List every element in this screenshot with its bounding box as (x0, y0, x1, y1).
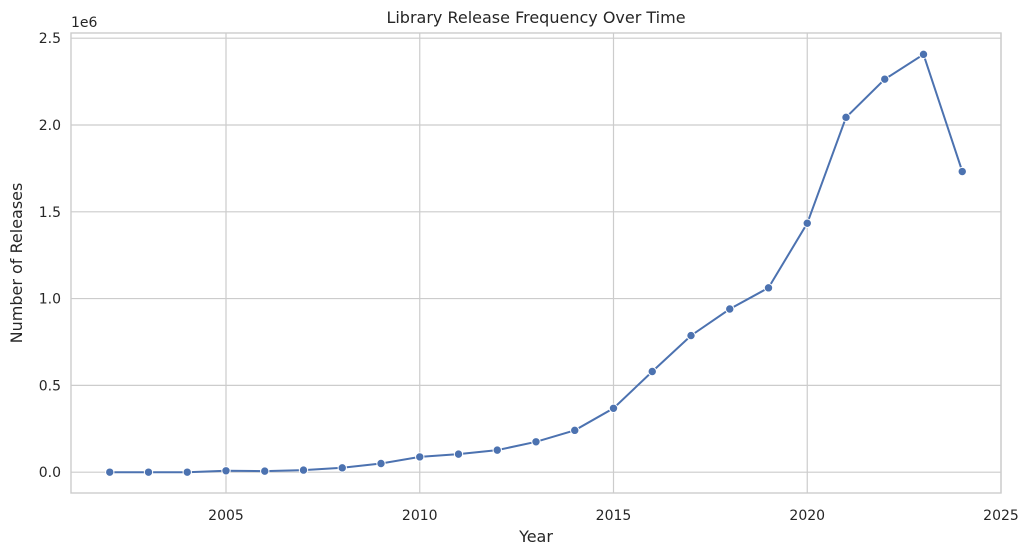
data-point (105, 467, 115, 477)
x-axis-ticks: 2005 2010 2015 2020 2025 (208, 508, 1019, 524)
chart-title: Library Release Frequency Over Time (386, 8, 685, 27)
y-tick-label: 2.0 (39, 118, 61, 134)
y-axis-label: Number of Releases (7, 183, 26, 344)
x-tick-label: 2005 (208, 508, 244, 524)
data-point (221, 466, 231, 476)
data-point (608, 403, 619, 413)
data-point (298, 465, 309, 475)
data-point (841, 112, 851, 123)
data-point (880, 74, 890, 84)
data-point (453, 449, 464, 459)
data-points (105, 49, 967, 477)
data-point (763, 283, 774, 293)
x-tick-label: 2020 (789, 508, 825, 524)
data-point (918, 49, 929, 60)
x-tick-label: 2025 (983, 508, 1019, 524)
y-tick-label: 0.0 (39, 465, 61, 481)
x-tick-label: 2010 (402, 508, 438, 524)
data-point (337, 463, 347, 473)
x-axis-label: Year (518, 527, 553, 546)
data-point (415, 452, 425, 462)
data-point (182, 467, 192, 477)
data-point (725, 304, 735, 314)
y-tick-label: 1.5 (39, 205, 61, 221)
y-axis-ticks: 0.0 0.5 1.0 1.5 2.0 2.5 (39, 31, 61, 481)
y-tick-label: 2.5 (39, 31, 61, 47)
data-point (531, 437, 541, 447)
y-axis-offset-label: 1e6 (71, 15, 98, 31)
data-point (686, 330, 696, 341)
data-point (376, 458, 386, 469)
data-point (492, 445, 502, 455)
plot-frame (70, 32, 1002, 494)
data-point (570, 425, 580, 436)
data-point (802, 218, 812, 228)
y-tick-label: 0.5 (39, 378, 61, 394)
series-line (109, 52, 964, 474)
data-point (647, 366, 657, 377)
data-point (260, 466, 270, 476)
data-point (957, 166, 967, 177)
data-point (143, 467, 154, 477)
y-tick-label: 1.0 (39, 292, 61, 308)
x-tick-label: 2015 (596, 508, 632, 524)
